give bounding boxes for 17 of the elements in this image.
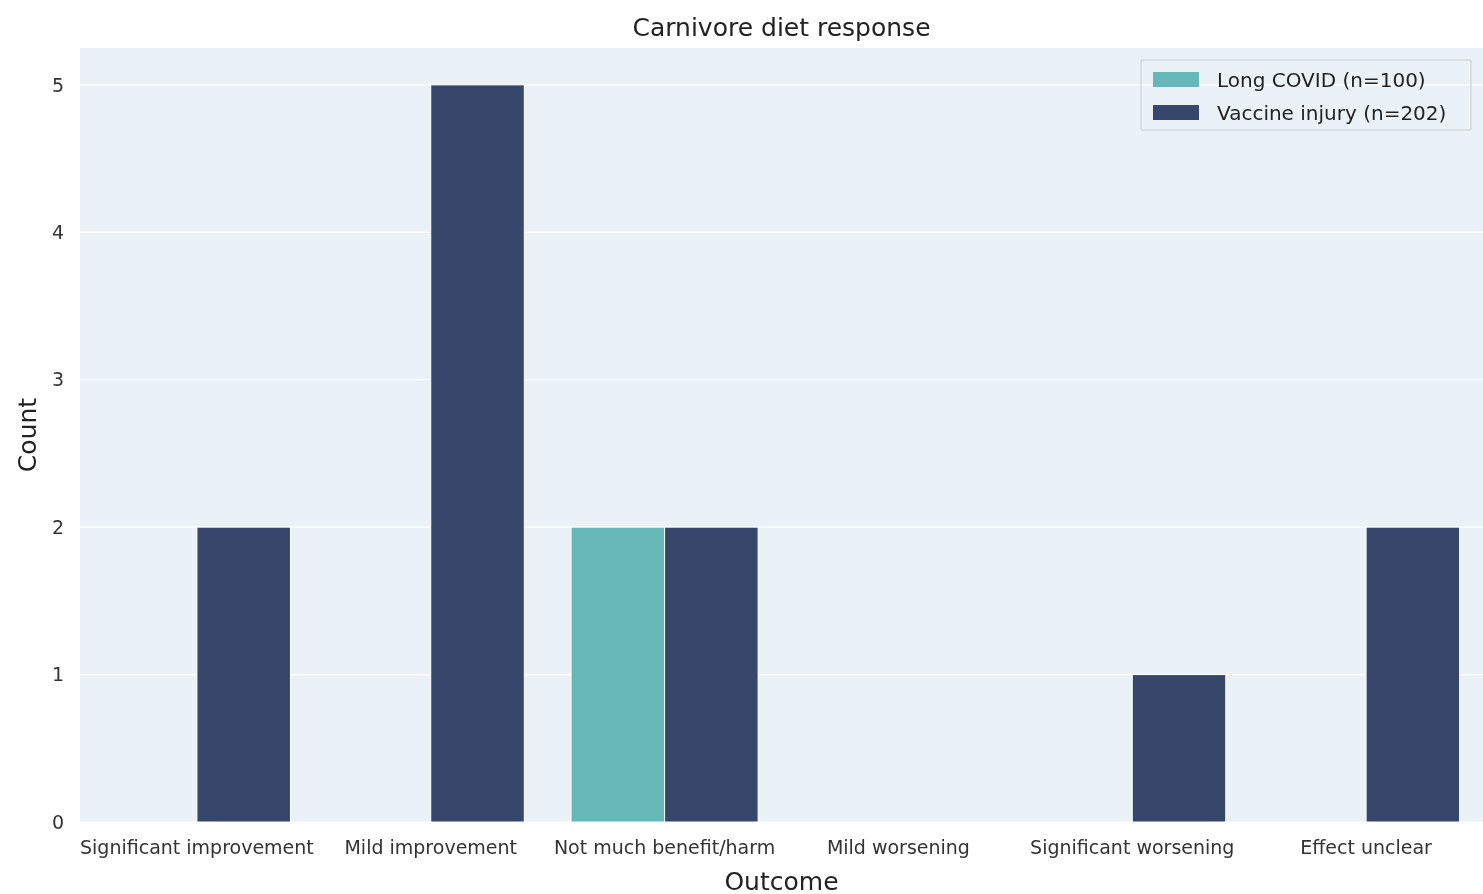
legend-label: Long COVID (n=100) — [1217, 68, 1426, 92]
y-tick-label: 4 — [51, 220, 64, 243]
x-axis-title: Outcome — [724, 867, 839, 894]
y-tick-label: 2 — [51, 515, 64, 538]
x-tick-label: Significant worsening — [1030, 836, 1235, 858]
legend-label: Vaccine injury (n=202) — [1217, 101, 1447, 125]
y-tick-label: 3 — [51, 368, 64, 391]
x-tick-label: Not much benefit/harm — [553, 836, 776, 858]
y-tick-label: 5 — [51, 73, 64, 96]
y-tick-label: 1 — [51, 663, 64, 686]
x-tick-label: Effect unclear — [1300, 836, 1433, 858]
y-axis-title: Count — [13, 397, 42, 473]
y-tick-label: 0 — [51, 810, 64, 833]
x-tick-label: Mild worsening — [826, 836, 970, 858]
x-tick-label: Mild improvement — [344, 836, 518, 858]
x-tick-label: Significant improvement — [80, 836, 314, 858]
chart-title: Carnivore diet response — [632, 13, 931, 42]
